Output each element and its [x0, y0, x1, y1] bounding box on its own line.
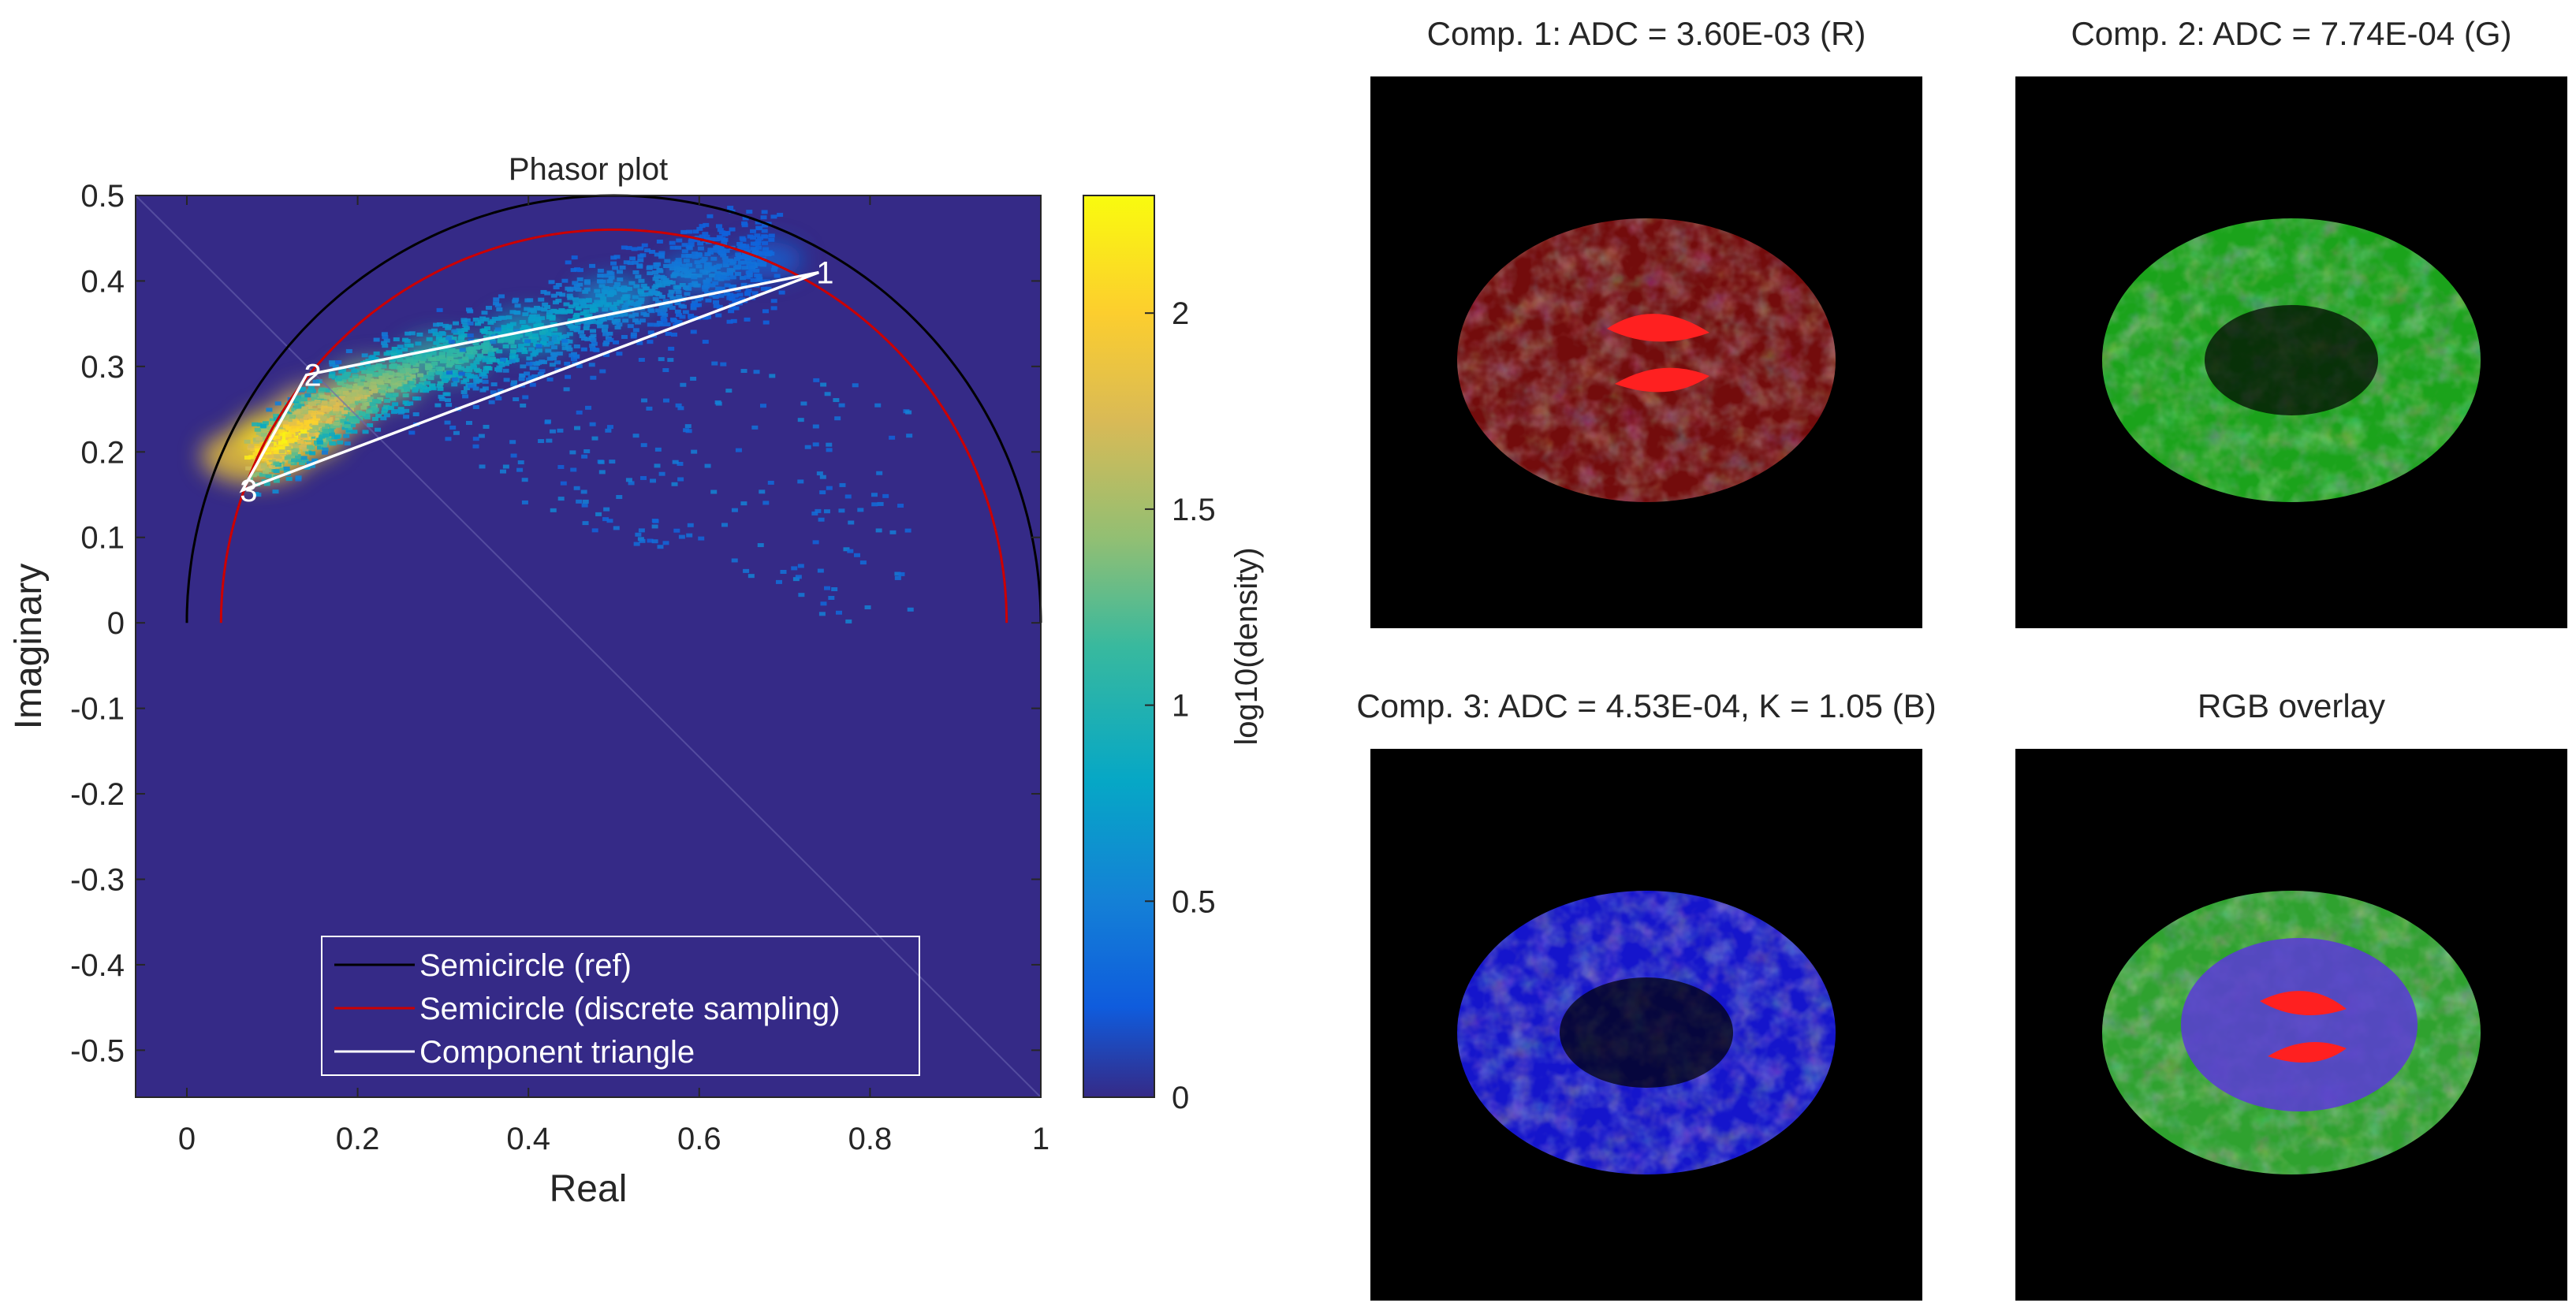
panel-title: Comp. 2: ADC = 7.74E-04 (G) [2071, 15, 2511, 52]
x-tick-label: 0.8 [848, 1122, 893, 1156]
y-tick-label: -0.5 [70, 1033, 125, 1068]
legend-label: Semicircle (ref) [419, 948, 632, 983]
component-panel-3: Comp. 3: ADC = 4.53E-04, K = 1.05 (B) [1356, 687, 1937, 1301]
y-tick-label: -0.3 [70, 862, 125, 897]
legend-box [321, 936, 920, 1076]
component-panel-2: Comp. 2: ADC = 7.74E-04 (G) [2015, 15, 2567, 628]
legend: Semicircle (ref) Semicircle (discrete sam… [321, 936, 920, 1076]
panel-title: Comp. 3: ADC = 4.53E-04, K = 1.05 (B) [1356, 687, 1936, 724]
component-point-label-1: 1 [816, 256, 833, 291]
y-tick-label: -0.4 [70, 948, 125, 983]
phasor-plot: 1 2 3 0 0.2 0.4 0.6 0.8 1 0.5 0.4 0.3 0.2 0.1 0 -0.1 -… [8, 152, 1049, 1210]
component-point-label-2: 2 [304, 359, 321, 393]
plot-frame [135, 195, 1042, 1098]
legend-label: Component triangle [419, 1035, 695, 1070]
plot-title: Phasor plot [509, 152, 668, 187]
colorbar-ticks: 0 0.5 1 1.5 2 [1145, 296, 1216, 1115]
y-tick-label: 0 [107, 606, 125, 641]
x-tick-label: 0 [178, 1122, 196, 1156]
colorbar-label: log10(density) [1229, 547, 1264, 745]
y-tick-label: 0.4 [80, 264, 125, 299]
semicircle-discrete-curve [219, 228, 1008, 623]
brain-slice [2102, 218, 2481, 502]
x-axis-ticks: 0 0.2 0.4 0.6 0.8 1 [178, 195, 1049, 1156]
colorbar-tick-label: 2 [1172, 296, 1189, 331]
x-tick-label: 0.4 [506, 1122, 550, 1156]
colorbar-tick-label: 0 [1172, 1081, 1189, 1115]
x-tick-label: 0.2 [336, 1122, 380, 1156]
component-point-labels: 1 2 3 [240, 256, 833, 509]
legend-label: Semicircle (discrete sampling) [419, 992, 840, 1026]
brain-slice [1457, 891, 1836, 1174]
component-triangle [239, 270, 820, 493]
colorbar-tick-label: 1.5 [1172, 493, 1216, 527]
x-axis-label: Real [550, 1168, 628, 1210]
colorbar-gradient [1083, 195, 1155, 1098]
panel-title: RGB overlay [2198, 687, 2385, 724]
x-tick-label: 1 [1032, 1122, 1049, 1156]
colorbar-tick-label: 1 [1172, 689, 1189, 724]
y-tick-label: 0.2 [80, 435, 125, 470]
diagonal-guide [135, 195, 1042, 1098]
component-point-label-3: 3 [240, 474, 257, 508]
component-image-grid: Comp. 1: ADC = 3.60E-03 (R) Comp. 2: ADC … [1356, 15, 2567, 1301]
component-panel-4: RGB overlay [2015, 687, 2567, 1301]
y-tick-label: 0.1 [80, 521, 125, 556]
panel-title: Comp. 1: ADC = 3.60E-03 (R) [1427, 15, 1866, 52]
component-panel-1: Comp. 1: ADC = 3.60E-03 (R) [1370, 15, 1922, 628]
y-axis-label: Imaginary [8, 564, 50, 730]
x-tick-label: 0.6 [677, 1122, 721, 1156]
brain-slice [1457, 218, 1836, 502]
y-tick-label: -0.2 [70, 777, 125, 812]
colorbar: 0 0.5 1 1.5 2 log10(density) [1083, 195, 1264, 1115]
y-tick-label: 0.5 [80, 179, 125, 214]
y-axis-ticks: 0.5 0.4 0.3 0.2 0.1 0 -0.1 -0.2 -0.3 -0.4 -0.5 [70, 179, 1041, 1068]
colorbar-tick-label: 0.5 [1172, 884, 1216, 919]
y-tick-label: 0.3 [80, 350, 125, 385]
y-tick-label: -0.1 [70, 692, 125, 727]
brain-slice [2102, 891, 2481, 1174]
